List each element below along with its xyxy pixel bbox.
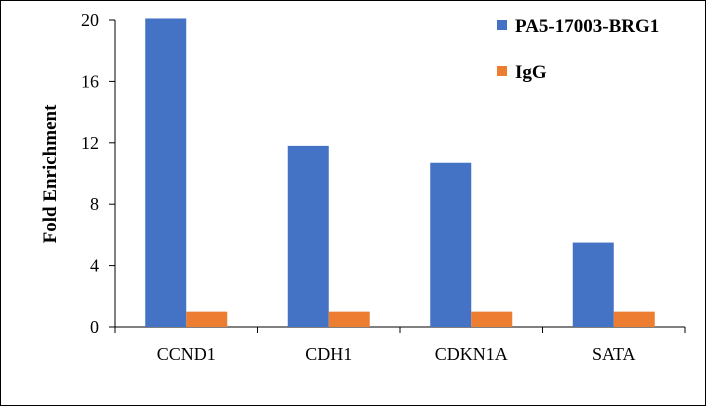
bar-brg1-cdh1: [287, 145, 329, 327]
x-category-label: CDKN1A: [435, 344, 508, 364]
y-tick-label: 16: [81, 71, 99, 91]
bar-igg-ccnd1: [186, 311, 228, 327]
bar-brg1-ccnd1: [145, 18, 187, 328]
y-tick-label: 0: [90, 317, 99, 337]
y-tick-label: 4: [90, 256, 99, 276]
y-tick-label: 20: [81, 10, 99, 30]
bar-igg-sata: [613, 311, 655, 327]
plot-area: 0 4 8 12 16 20 CCND1 CDH1 CDKN1A SATA: [81, 10, 686, 364]
x-category-label: CCND1: [157, 344, 216, 364]
y-tick-label: 12: [81, 133, 99, 153]
bar-brg1-sata: [572, 242, 614, 327]
legend-swatch: [497, 20, 507, 30]
x-category-label: CDH1: [305, 344, 352, 364]
x-category-label: SATA: [592, 344, 636, 364]
legend-swatch: [497, 66, 507, 76]
bar-igg-cdh1: [328, 311, 370, 327]
bar-brg1-cdkn1a: [430, 162, 472, 327]
legend: PA5-17003-BRG1 IgG: [497, 16, 659, 83]
legend-label: PA5-17003-BRG1: [515, 16, 659, 37]
legend-label: IgG: [515, 62, 547, 83]
y-tick-label: 8: [90, 194, 99, 214]
bar-igg-cdkn1a: [471, 311, 513, 327]
y-axis-title: Fold Enrichment: [40, 104, 61, 243]
